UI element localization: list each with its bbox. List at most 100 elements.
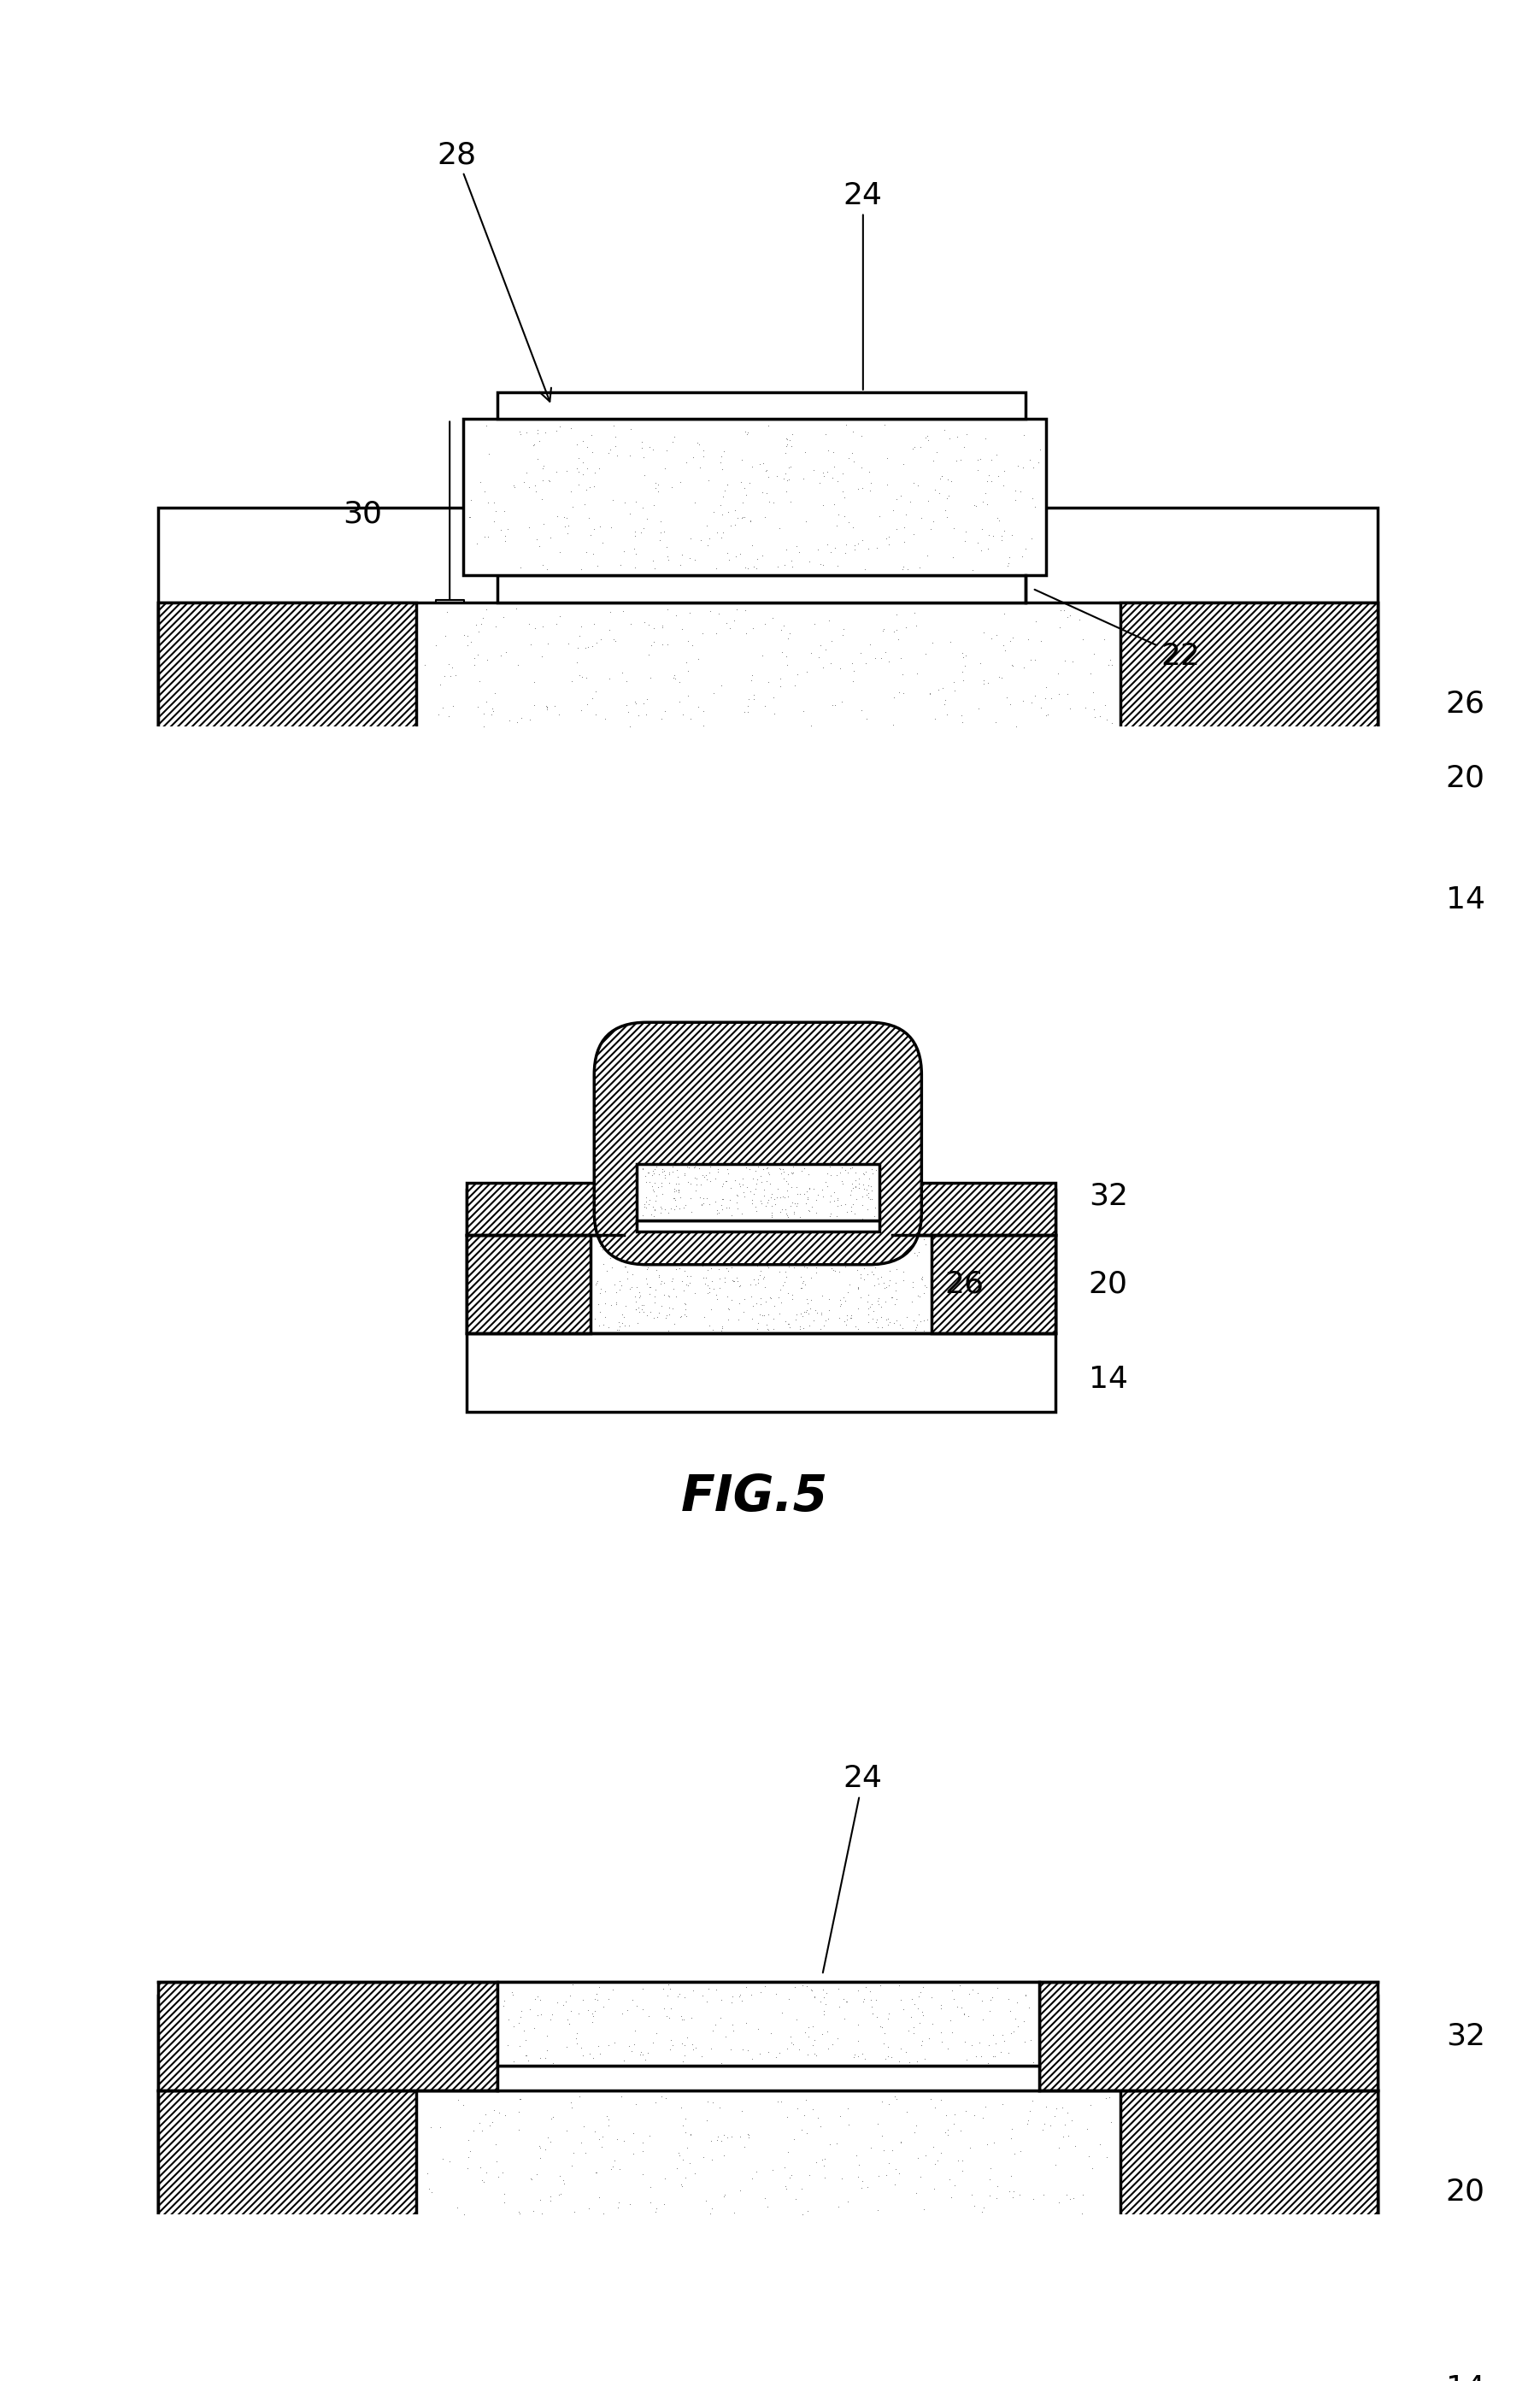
Point: [611, 1224, 636, 1262]
Bar: [497, 2067, 1040, 2091]
Point: [696, 1233, 721, 1271]
Point: [952, 662, 976, 700]
Point: [906, 1276, 930, 1314]
Point: [869, 1298, 893, 1336]
Point: [775, 1221, 799, 1260]
Point: [850, 2036, 875, 2074]
Point: [624, 536, 648, 574]
Point: [664, 1171, 688, 1210]
Point: [906, 2138, 930, 2176]
Point: [704, 1160, 728, 1198]
Text: 14: 14: [1446, 886, 1485, 914]
Point: [996, 538, 1021, 576]
Point: [470, 2112, 494, 2150]
Point: [973, 2088, 998, 2126]
Point: [941, 762, 966, 800]
Point: [849, 1257, 873, 1295]
Point: [444, 657, 468, 695]
Point: [782, 1183, 807, 1221]
Point: [941, 538, 966, 576]
Point: [879, 2038, 904, 2076]
Point: [804, 1293, 829, 1331]
Point: [926, 2200, 950, 2238]
Point: [962, 2095, 987, 2133]
Point: [765, 1169, 790, 1207]
Point: [953, 512, 978, 550]
Point: [792, 2095, 816, 2133]
Point: [480, 693, 505, 731]
Point: [668, 2164, 693, 2202]
Point: [684, 1167, 708, 1205]
Point: [727, 1164, 752, 1202]
Point: [695, 2181, 719, 2219]
Point: [658, 1152, 682, 1190]
Point: [710, 743, 735, 781]
Point: [621, 2212, 645, 2250]
Point: [693, 2217, 718, 2255]
Point: [519, 2160, 544, 2198]
Point: [681, 764, 705, 802]
Point: [856, 1221, 881, 1260]
Point: [517, 721, 542, 760]
Point: [701, 493, 725, 531]
Point: [707, 1250, 731, 1288]
Point: [667, 1174, 691, 1212]
Point: [895, 550, 919, 588]
Point: [733, 614, 758, 652]
Point: [645, 1298, 670, 1336]
Point: [599, 1224, 624, 1262]
Point: [508, 412, 533, 450]
Point: [1086, 760, 1110, 798]
Point: [929, 1986, 953, 2024]
Point: [795, 1171, 819, 1210]
Point: [802, 752, 827, 790]
Point: [636, 605, 661, 643]
Point: [870, 2007, 895, 2045]
Point: [887, 1305, 912, 1343]
Point: [895, 2093, 919, 2131]
Point: [1003, 2217, 1027, 2255]
Point: [825, 762, 850, 800]
Point: [870, 1226, 895, 1264]
Point: [756, 407, 781, 445]
Point: [922, 471, 947, 510]
Point: [636, 1152, 661, 1190]
Point: [699, 2267, 724, 2305]
Point: [819, 1224, 844, 1262]
Point: [696, 1969, 721, 2007]
Point: [819, 1250, 844, 1288]
Point: [484, 493, 508, 531]
Point: [907, 1276, 932, 1314]
Point: [693, 2264, 718, 2302]
Point: [662, 1181, 687, 1219]
Point: [1086, 724, 1110, 762]
Point: [912, 1312, 936, 1350]
Point: [614, 1252, 639, 1291]
Point: [668, 2243, 693, 2281]
Point: [638, 660, 662, 698]
Point: [557, 1993, 582, 2031]
Point: [585, 1981, 610, 2019]
Point: [625, 714, 650, 752]
Point: [733, 2205, 758, 2243]
Point: [876, 2086, 901, 2124]
Point: [464, 605, 488, 643]
Point: [855, 2241, 879, 2279]
Point: [904, 1307, 929, 1345]
Point: [725, 1190, 750, 1229]
Point: [630, 1991, 654, 2029]
Point: [975, 486, 999, 524]
Point: [456, 2138, 480, 2176]
Point: [584, 2152, 608, 2191]
Point: [668, 545, 693, 583]
Point: [856, 452, 881, 490]
Point: [929, 2021, 953, 2060]
Point: [752, 1150, 776, 1188]
Point: [733, 2005, 758, 2043]
Point: [673, 769, 698, 807]
Point: [815, 1155, 839, 1193]
Point: [767, 2033, 792, 2071]
Point: [892, 1229, 916, 1267]
Point: [890, 1231, 915, 1269]
Point: [684, 2029, 708, 2067]
